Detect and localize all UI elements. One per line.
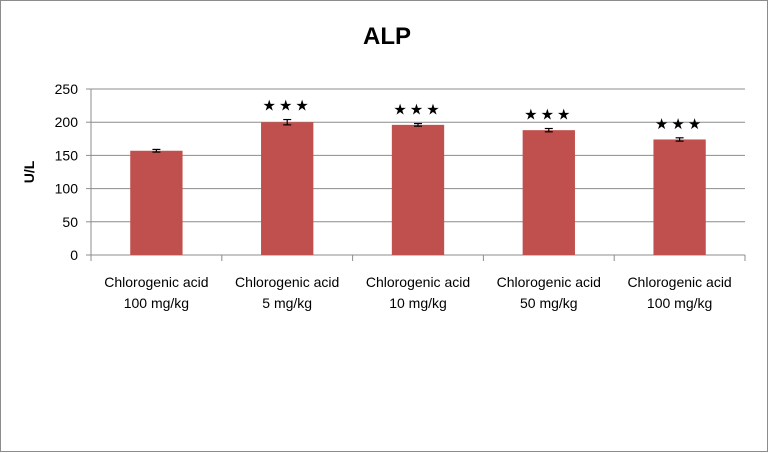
x-tick-label: 100 mg/kg (647, 295, 712, 311)
tick-labels: 0 50 100 150 200 250 Chlorogenic acid 100 mg/kg… (55, 81, 732, 311)
y-tick-label: 200 (55, 114, 79, 130)
bar (391, 124, 445, 255)
x-tick-label: Chlorogenic acid (366, 274, 470, 290)
y-tick-label: 250 (55, 81, 79, 97)
x-tick-label: Chlorogenic acid (104, 274, 208, 290)
y-tick-label: 100 (55, 181, 79, 197)
significance-label: ★★★ (263, 98, 312, 115)
x-tick-label: Chlorogenic acid (497, 274, 601, 290)
bar (130, 150, 183, 255)
error-bar (152, 148, 161, 153)
significance-label: ★★★ (524, 107, 573, 124)
x-tick-label: 5 mg/kg (262, 295, 312, 311)
chart-title: ALP (363, 23, 411, 50)
y-tick-label: 150 (55, 147, 79, 163)
y-tick-label: 0 (70, 247, 78, 263)
bar (653, 139, 706, 255)
y-axis-label: U/L (21, 160, 37, 183)
y-tick-label: 50 (62, 214, 78, 230)
significance-label: ★★★ (655, 116, 704, 133)
x-tick-label: 10 mg/kg (389, 295, 447, 311)
error-bar (675, 137, 684, 142)
x-tick-label: 100 mg/kg (124, 295, 189, 311)
bar (522, 130, 575, 255)
error-bar (283, 118, 292, 126)
error-bar (414, 122, 422, 127)
error-bar (544, 127, 553, 133)
bars (130, 118, 706, 255)
x-tick-label: 50 mg/kg (520, 295, 578, 311)
significance-label: ★★★ (393, 102, 442, 119)
x-tick-label: Chlorogenic acid (627, 274, 731, 290)
x-tick-label: Chlorogenic acid (235, 274, 339, 290)
bar (261, 122, 314, 255)
